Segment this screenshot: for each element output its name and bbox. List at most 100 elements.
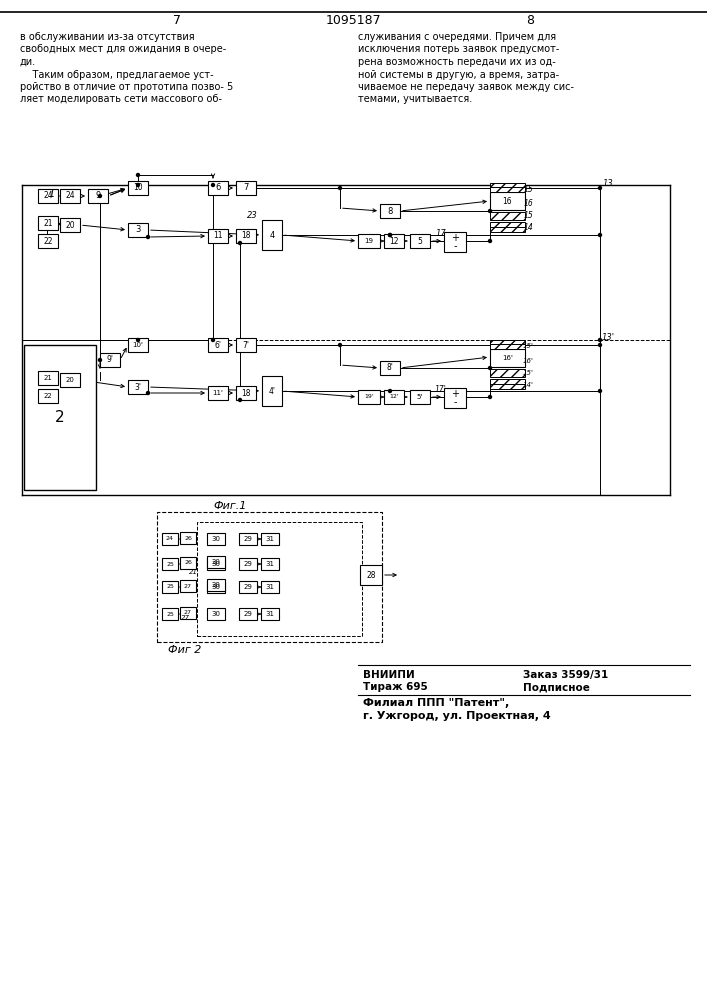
Text: 4': 4' [269,386,276,395]
Bar [180,607,196,619]
Bar [360,565,382,585]
Bar [128,338,148,352]
Circle shape [339,344,341,347]
Text: 16: 16 [503,196,513,206]
Circle shape [136,338,139,342]
Bar [380,361,400,375]
Bar [162,608,178,620]
Text: 30: 30 [211,611,221,617]
Text: 5': 5' [417,394,423,400]
Bar [208,338,228,352]
Bar [38,389,58,403]
Bar [208,386,228,400]
Bar [490,379,525,384]
Text: 29: 29 [244,611,252,617]
Text: 21: 21 [44,375,52,381]
Circle shape [599,389,602,392]
Circle shape [389,233,392,236]
Text: 19': 19' [364,394,374,399]
Text: исключения потерь заявок предусмот-: исключения потерь заявок предусмот- [358,44,559,54]
Text: 20: 20 [66,377,74,383]
Bar [162,558,178,570]
Text: чиваемое не передачу заявок между сис-: чиваемое не передачу заявок между сис- [358,82,574,92]
Bar [207,608,225,620]
Circle shape [98,194,102,198]
Text: +: + [451,233,459,243]
Text: 12: 12 [390,236,399,245]
Text: 31: 31 [266,584,274,590]
Bar [207,558,225,570]
Bar [208,181,228,195]
Text: 4: 4 [269,231,274,239]
Bar [207,556,225,568]
Text: Подписное: Подписное [523,682,590,692]
Bar [38,371,58,385]
Text: 7: 7 [173,13,181,26]
Bar [239,558,257,570]
Text: Таким образом, предлагаемое уст-: Таким образом, предлагаемое уст- [20,70,214,80]
Text: -: - [453,241,457,251]
Bar [261,558,279,570]
Text: 13': 13' [602,332,614,342]
Text: 29: 29 [244,536,252,542]
Bar [490,212,525,220]
Circle shape [599,186,602,190]
Bar [207,533,225,545]
Text: 16': 16' [522,358,534,364]
Bar [60,373,80,387]
Bar [239,581,257,593]
Text: 14': 14' [522,382,534,388]
Text: Фиг.1: Фиг.1 [214,501,247,511]
Bar [239,608,257,620]
Text: +: + [451,389,459,399]
Text: 27: 27 [184,610,192,615]
Circle shape [599,344,602,347]
Text: 26: 26 [184,560,192,566]
Bar [380,204,400,218]
Circle shape [489,239,491,242]
Bar [490,384,525,389]
Text: 22: 22 [44,393,52,399]
Bar [490,187,525,192]
Text: 25: 25 [166,611,174,616]
Text: 21: 21 [43,219,53,228]
Bar [38,189,58,203]
Text: в обслуживании из-за отсутствия: в обслуживании из-за отсутствия [20,32,194,42]
Bar [236,181,256,195]
Text: 2: 2 [55,410,65,425]
Text: 6: 6 [216,184,221,192]
Text: 31: 31 [266,611,274,617]
Text: 29: 29 [244,561,252,567]
Bar [88,189,108,203]
Circle shape [211,338,214,342]
Text: 23: 23 [247,211,257,220]
Text: 16': 16' [502,355,513,361]
Text: 10': 10' [133,342,144,348]
Text: 27: 27 [180,615,189,621]
Bar [490,340,525,344]
Bar [236,386,256,400]
Bar [410,234,430,248]
Text: Филиал ППП "Патент",: Филиал ППП "Патент", [363,698,509,708]
Circle shape [136,184,139,186]
Bar [490,369,525,377]
Bar [490,192,525,210]
Text: 15: 15 [523,212,533,221]
Text: 18: 18 [241,232,251,240]
Text: 8: 8 [526,13,534,26]
Text: служивания с очередями. Причем для: служивания с очередями. Причем для [358,32,556,42]
Text: ной системы в другую, а время, затра-: ной системы в другую, а время, затра- [358,70,559,80]
Text: 25: 25 [166,562,174,566]
Bar [162,581,178,593]
Circle shape [136,174,139,176]
Bar [236,338,256,352]
Bar [262,376,282,406]
Text: 10: 10 [133,184,143,192]
Text: 31: 31 [266,536,274,542]
Circle shape [146,235,149,238]
Bar [410,390,430,404]
Text: 17': 17' [435,385,447,394]
Text: 7: 7 [243,184,249,192]
Text: 17: 17 [436,230,446,238]
Text: 15': 15' [522,343,534,349]
